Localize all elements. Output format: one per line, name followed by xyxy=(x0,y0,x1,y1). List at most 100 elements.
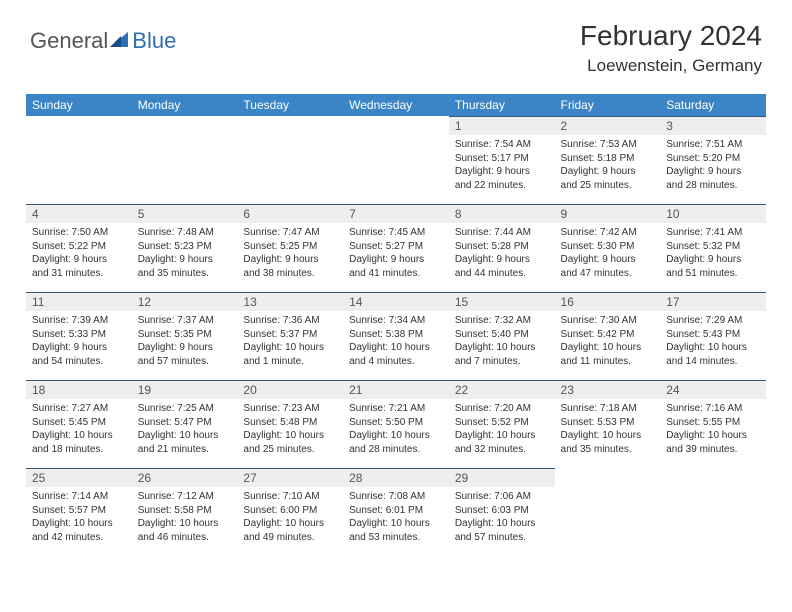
month-title: February 2024 xyxy=(580,20,762,52)
day-number: 27 xyxy=(237,468,343,487)
day-number: 14 xyxy=(343,292,449,311)
day-number: 17 xyxy=(660,292,766,311)
calendar-cell xyxy=(132,116,238,204)
calendar-cell: 9Sunrise: 7:42 AMSunset: 5:30 PMDaylight… xyxy=(555,204,661,292)
calendar-cell: 21Sunrise: 7:21 AMSunset: 5:50 PMDayligh… xyxy=(343,380,449,468)
sail-icon xyxy=(110,30,132,53)
day-data: Sunrise: 7:41 AMSunset: 5:32 PMDaylight:… xyxy=(660,223,766,286)
calendar-cell: 27Sunrise: 7:10 AMSunset: 6:00 PMDayligh… xyxy=(237,468,343,556)
calendar-cell: 20Sunrise: 7:23 AMSunset: 5:48 PMDayligh… xyxy=(237,380,343,468)
calendar-cell xyxy=(555,468,661,556)
day-data: Sunrise: 7:53 AMSunset: 5:18 PMDaylight:… xyxy=(555,135,661,198)
day-header: Monday xyxy=(132,94,238,116)
day-number: 2 xyxy=(555,116,661,135)
day-data: Sunrise: 7:16 AMSunset: 5:55 PMDaylight:… xyxy=(660,399,766,462)
calendar-cell xyxy=(660,468,766,556)
day-number: 7 xyxy=(343,204,449,223)
day-data: Sunrise: 7:25 AMSunset: 5:47 PMDaylight:… xyxy=(132,399,238,462)
day-number: 22 xyxy=(449,380,555,399)
logo-text-general: General xyxy=(30,28,108,54)
calendar-cell: 7Sunrise: 7:45 AMSunset: 5:27 PMDaylight… xyxy=(343,204,449,292)
calendar-cell: 11Sunrise: 7:39 AMSunset: 5:33 PMDayligh… xyxy=(26,292,132,380)
day-data: Sunrise: 7:34 AMSunset: 5:38 PMDaylight:… xyxy=(343,311,449,374)
day-data: Sunrise: 7:14 AMSunset: 5:57 PMDaylight:… xyxy=(26,487,132,550)
calendar-cell xyxy=(343,116,449,204)
day-number: 28 xyxy=(343,468,449,487)
calendar-cell: 16Sunrise: 7:30 AMSunset: 5:42 PMDayligh… xyxy=(555,292,661,380)
day-number: 12 xyxy=(132,292,238,311)
day-number: 3 xyxy=(660,116,766,135)
calendar-cell: 29Sunrise: 7:06 AMSunset: 6:03 PMDayligh… xyxy=(449,468,555,556)
day-data: Sunrise: 7:50 AMSunset: 5:22 PMDaylight:… xyxy=(26,223,132,286)
calendar-row: 11Sunrise: 7:39 AMSunset: 5:33 PMDayligh… xyxy=(26,292,766,380)
day-data: Sunrise: 7:29 AMSunset: 5:43 PMDaylight:… xyxy=(660,311,766,374)
brand-logo: General Blue xyxy=(30,28,176,54)
day-number: 5 xyxy=(132,204,238,223)
calendar-cell: 12Sunrise: 7:37 AMSunset: 5:35 PMDayligh… xyxy=(132,292,238,380)
day-data: Sunrise: 7:37 AMSunset: 5:35 PMDaylight:… xyxy=(132,311,238,374)
day-data: Sunrise: 7:27 AMSunset: 5:45 PMDaylight:… xyxy=(26,399,132,462)
calendar-cell: 28Sunrise: 7:08 AMSunset: 6:01 PMDayligh… xyxy=(343,468,449,556)
day-data: Sunrise: 7:51 AMSunset: 5:20 PMDaylight:… xyxy=(660,135,766,198)
calendar-body: 1Sunrise: 7:54 AMSunset: 5:17 PMDaylight… xyxy=(26,116,766,556)
location-label: Loewenstein, Germany xyxy=(580,56,762,76)
day-number: 11 xyxy=(26,292,132,311)
calendar-cell: 25Sunrise: 7:14 AMSunset: 5:57 PMDayligh… xyxy=(26,468,132,556)
title-block: February 2024 Loewenstein, Germany xyxy=(580,20,762,76)
day-header: Saturday xyxy=(660,94,766,116)
day-data: Sunrise: 7:47 AMSunset: 5:25 PMDaylight:… xyxy=(237,223,343,286)
day-data: Sunrise: 7:32 AMSunset: 5:40 PMDaylight:… xyxy=(449,311,555,374)
day-data: Sunrise: 7:08 AMSunset: 6:01 PMDaylight:… xyxy=(343,487,449,550)
day-header: Wednesday xyxy=(343,94,449,116)
calendar-cell: 8Sunrise: 7:44 AMSunset: 5:28 PMDaylight… xyxy=(449,204,555,292)
day-data: Sunrise: 7:18 AMSunset: 5:53 PMDaylight:… xyxy=(555,399,661,462)
calendar-row: 25Sunrise: 7:14 AMSunset: 5:57 PMDayligh… xyxy=(26,468,766,556)
day-number: 4 xyxy=(26,204,132,223)
calendar-cell: 17Sunrise: 7:29 AMSunset: 5:43 PMDayligh… xyxy=(660,292,766,380)
calendar-cell: 1Sunrise: 7:54 AMSunset: 5:17 PMDaylight… xyxy=(449,116,555,204)
calendar-head: SundayMondayTuesdayWednesdayThursdayFrid… xyxy=(26,94,766,116)
calendar-row: 18Sunrise: 7:27 AMSunset: 5:45 PMDayligh… xyxy=(26,380,766,468)
day-header: Thursday xyxy=(449,94,555,116)
calendar-cell: 15Sunrise: 7:32 AMSunset: 5:40 PMDayligh… xyxy=(449,292,555,380)
day-number: 26 xyxy=(132,468,238,487)
day-number: 15 xyxy=(449,292,555,311)
calendar-cell: 13Sunrise: 7:36 AMSunset: 5:37 PMDayligh… xyxy=(237,292,343,380)
calendar-cell: 23Sunrise: 7:18 AMSunset: 5:53 PMDayligh… xyxy=(555,380,661,468)
calendar-cell: 22Sunrise: 7:20 AMSunset: 5:52 PMDayligh… xyxy=(449,380,555,468)
day-data: Sunrise: 7:21 AMSunset: 5:50 PMDaylight:… xyxy=(343,399,449,462)
day-data: Sunrise: 7:06 AMSunset: 6:03 PMDaylight:… xyxy=(449,487,555,550)
day-number: 13 xyxy=(237,292,343,311)
day-data: Sunrise: 7:36 AMSunset: 5:37 PMDaylight:… xyxy=(237,311,343,374)
day-data: Sunrise: 7:54 AMSunset: 5:17 PMDaylight:… xyxy=(449,135,555,198)
day-number: 20 xyxy=(237,380,343,399)
day-number: 16 xyxy=(555,292,661,311)
day-header: Friday xyxy=(555,94,661,116)
day-number: 10 xyxy=(660,204,766,223)
day-number: 29 xyxy=(449,468,555,487)
calendar-cell xyxy=(237,116,343,204)
day-number: 6 xyxy=(237,204,343,223)
page-header: General Blue February 2024 Loewenstein, … xyxy=(0,0,792,86)
day-header: Sunday xyxy=(26,94,132,116)
calendar-cell: 2Sunrise: 7:53 AMSunset: 5:18 PMDaylight… xyxy=(555,116,661,204)
day-data: Sunrise: 7:12 AMSunset: 5:58 PMDaylight:… xyxy=(132,487,238,550)
day-number: 19 xyxy=(132,380,238,399)
calendar-cell: 24Sunrise: 7:16 AMSunset: 5:55 PMDayligh… xyxy=(660,380,766,468)
day-number: 25 xyxy=(26,468,132,487)
calendar-table: SundayMondayTuesdayWednesdayThursdayFrid… xyxy=(26,94,766,556)
day-number: 23 xyxy=(555,380,661,399)
calendar-cell: 10Sunrise: 7:41 AMSunset: 5:32 PMDayligh… xyxy=(660,204,766,292)
calendar-row: 1Sunrise: 7:54 AMSunset: 5:17 PMDaylight… xyxy=(26,116,766,204)
day-data: Sunrise: 7:10 AMSunset: 6:00 PMDaylight:… xyxy=(237,487,343,550)
day-header: Tuesday xyxy=(237,94,343,116)
day-number: 18 xyxy=(26,380,132,399)
calendar-cell: 4Sunrise: 7:50 AMSunset: 5:22 PMDaylight… xyxy=(26,204,132,292)
day-number: 8 xyxy=(449,204,555,223)
day-number: 9 xyxy=(555,204,661,223)
day-data: Sunrise: 7:39 AMSunset: 5:33 PMDaylight:… xyxy=(26,311,132,374)
day-number: 24 xyxy=(660,380,766,399)
day-data: Sunrise: 7:45 AMSunset: 5:27 PMDaylight:… xyxy=(343,223,449,286)
calendar-row: 4Sunrise: 7:50 AMSunset: 5:22 PMDaylight… xyxy=(26,204,766,292)
calendar-cell: 18Sunrise: 7:27 AMSunset: 5:45 PMDayligh… xyxy=(26,380,132,468)
